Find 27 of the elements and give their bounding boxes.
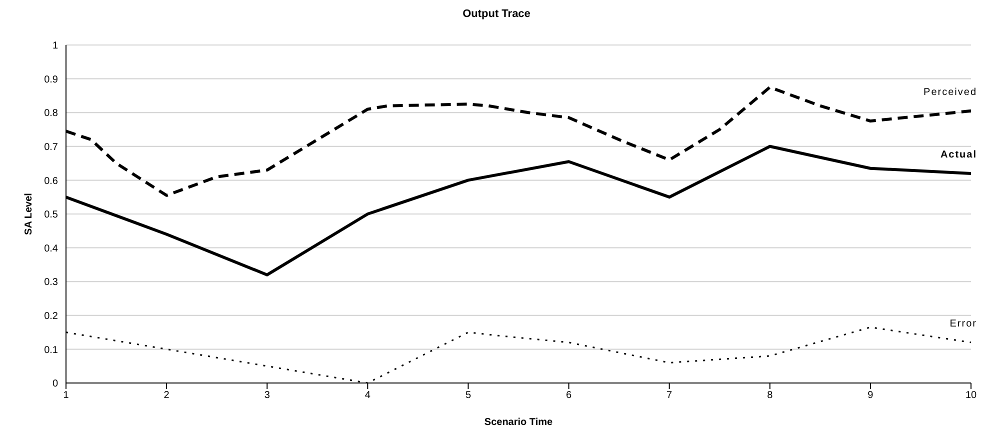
y-tick-label: 0.9 xyxy=(44,74,58,86)
y-tick-label: 0.8 xyxy=(44,108,58,120)
y-tick-label: 0.4 xyxy=(44,243,58,254)
chart-title: Output Trace xyxy=(462,8,532,20)
series-label: Actual xyxy=(940,149,977,160)
y-tick-label: 0.3 xyxy=(44,277,58,288)
y-tick-label: 0.1 xyxy=(44,344,58,356)
y-tick-label: 0.5 xyxy=(44,210,58,221)
y-axis-title: SA Level xyxy=(24,192,35,235)
series-label: Error xyxy=(950,318,977,330)
x-tick-label: 10 xyxy=(965,390,977,402)
x-tick-label: 1 xyxy=(63,390,70,402)
x-tick-label: 6 xyxy=(566,390,572,402)
y-tick-label: 0 xyxy=(52,378,58,390)
x-tick-label: 7 xyxy=(666,390,673,402)
x-axis-title: Scenario Time xyxy=(484,417,554,428)
x-tick-label: 2 xyxy=(164,390,170,402)
x-tick-label: 5 xyxy=(465,390,472,402)
y-tick-label: 0.2 xyxy=(44,310,58,322)
x-tick-label: 9 xyxy=(868,390,874,402)
x-tick-label: 3 xyxy=(264,390,270,402)
x-tick-label: 4 xyxy=(364,390,371,402)
series-label: Perceived xyxy=(924,86,977,98)
y-tick-label: 0.6 xyxy=(44,176,58,187)
y-tick-label: 0.7 xyxy=(44,142,58,153)
y-tick-label: 1 xyxy=(52,40,58,52)
x-tick-label: 8 xyxy=(767,390,774,402)
